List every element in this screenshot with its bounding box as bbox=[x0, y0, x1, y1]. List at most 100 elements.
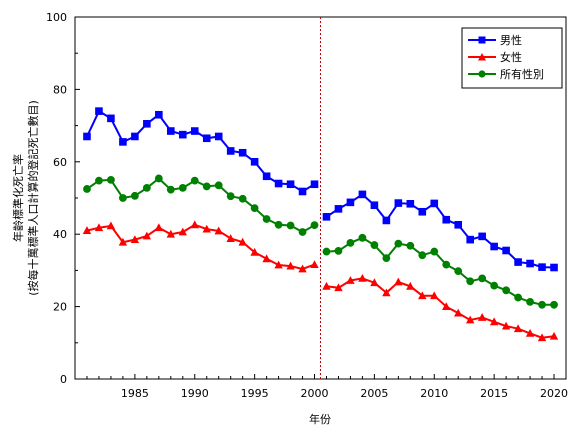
data-point bbox=[322, 247, 331, 256]
x-tick-label: 1985 bbox=[121, 387, 149, 400]
data-point bbox=[406, 281, 415, 290]
data-point bbox=[286, 180, 295, 189]
data-point bbox=[214, 226, 223, 235]
data-point bbox=[130, 235, 140, 244]
x-tick-label: 1995 bbox=[241, 387, 269, 400]
data-point bbox=[358, 273, 367, 282]
data-point bbox=[358, 233, 367, 242]
data-point bbox=[370, 201, 379, 210]
data-point bbox=[346, 238, 355, 247]
data-point bbox=[178, 130, 187, 139]
series-layer bbox=[82, 107, 559, 342]
data-point bbox=[262, 215, 271, 223]
data-point bbox=[238, 148, 247, 157]
data-point bbox=[238, 194, 247, 203]
series-line bbox=[86, 223, 315, 271]
data-point bbox=[262, 254, 271, 263]
data-point bbox=[250, 204, 259, 213]
x-tick-label: 2020 bbox=[540, 387, 568, 400]
data-point bbox=[119, 138, 127, 146]
data-point bbox=[334, 246, 343, 255]
data-point bbox=[418, 251, 427, 260]
data-point bbox=[166, 185, 175, 194]
data-point bbox=[298, 187, 307, 196]
data-point bbox=[130, 191, 139, 200]
data-point bbox=[549, 331, 559, 340]
data-point bbox=[178, 183, 187, 192]
data-point bbox=[514, 258, 522, 266]
data-point bbox=[178, 227, 187, 236]
data-point bbox=[107, 114, 115, 123]
data-point bbox=[226, 147, 235, 155]
data-point bbox=[155, 110, 163, 119]
data-point bbox=[154, 174, 163, 183]
legend: 男性 女性 所有性別 bbox=[461, 27, 563, 89]
axes-layer: 0 20 40 60 80 100 1985 1990 1995 2000 2005 2010 2015… bbox=[46, 11, 568, 400]
data-point bbox=[334, 205, 343, 213]
data-point bbox=[442, 302, 451, 310]
data-point bbox=[322, 213, 331, 221]
data-point bbox=[514, 293, 522, 302]
data-point bbox=[226, 234, 235, 242]
x-tick-label: 2005 bbox=[360, 387, 388, 400]
data-point bbox=[322, 281, 331, 290]
data-point bbox=[202, 224, 211, 233]
legend-item-male: 男性 bbox=[468, 33, 522, 47]
data-point bbox=[334, 283, 343, 292]
data-point bbox=[298, 264, 307, 273]
y-tick-label: 80 bbox=[53, 83, 67, 96]
data-point bbox=[490, 281, 499, 290]
data-point bbox=[442, 215, 451, 224]
data-point bbox=[370, 278, 379, 287]
y-tick-label: 0 bbox=[60, 373, 67, 386]
legend-marker-male bbox=[478, 36, 486, 44]
data-point bbox=[202, 134, 211, 143]
data-point bbox=[454, 308, 463, 317]
data-point bbox=[346, 198, 355, 207]
data-point bbox=[538, 263, 546, 271]
data-point bbox=[513, 324, 523, 333]
data-point bbox=[250, 158, 259, 166]
y-axis-title-line2: (按每十萬標準人口計算的登記死亡數目) bbox=[26, 100, 40, 296]
data-point bbox=[190, 176, 199, 185]
data-point bbox=[430, 291, 439, 300]
x-tick-label: 2010 bbox=[420, 387, 448, 400]
data-point bbox=[262, 172, 271, 181]
data-point bbox=[537, 333, 547, 342]
data-point bbox=[94, 223, 104, 232]
data-point bbox=[394, 239, 403, 248]
data-point bbox=[466, 277, 475, 286]
data-point bbox=[430, 199, 439, 208]
x-tick-label: 2000 bbox=[301, 387, 329, 400]
series-circle bbox=[83, 174, 558, 309]
data-point bbox=[478, 232, 486, 241]
data-point bbox=[538, 300, 546, 309]
data-point bbox=[502, 246, 510, 255]
data-point bbox=[382, 288, 391, 297]
data-point bbox=[238, 237, 247, 246]
data-point bbox=[382, 216, 391, 225]
data-point bbox=[418, 207, 427, 216]
data-point bbox=[106, 221, 116, 230]
series-line bbox=[325, 193, 555, 269]
legend-label-all: 所有性別 bbox=[500, 67, 544, 81]
legend-label-female: 女性 bbox=[500, 50, 522, 64]
data-point bbox=[370, 241, 379, 249]
data-point bbox=[526, 259, 534, 268]
data-point bbox=[202, 182, 211, 191]
x-tick-label: 2015 bbox=[480, 387, 508, 400]
data-point bbox=[214, 132, 223, 141]
legend-label-male: 男性 bbox=[500, 33, 522, 47]
data-point bbox=[358, 190, 367, 199]
y-tick-label: 60 bbox=[53, 156, 67, 169]
data-point bbox=[310, 260, 319, 269]
data-point bbox=[95, 107, 103, 115]
x-axis-title: 年份 bbox=[309, 412, 331, 426]
legend-marker-all bbox=[478, 70, 486, 78]
data-point bbox=[298, 228, 307, 236]
legend-item-all: 所有性別 bbox=[468, 67, 544, 81]
y-tick-label: 40 bbox=[53, 228, 67, 241]
data-point bbox=[310, 221, 319, 230]
data-point bbox=[406, 241, 415, 250]
data-point bbox=[166, 229, 176, 238]
